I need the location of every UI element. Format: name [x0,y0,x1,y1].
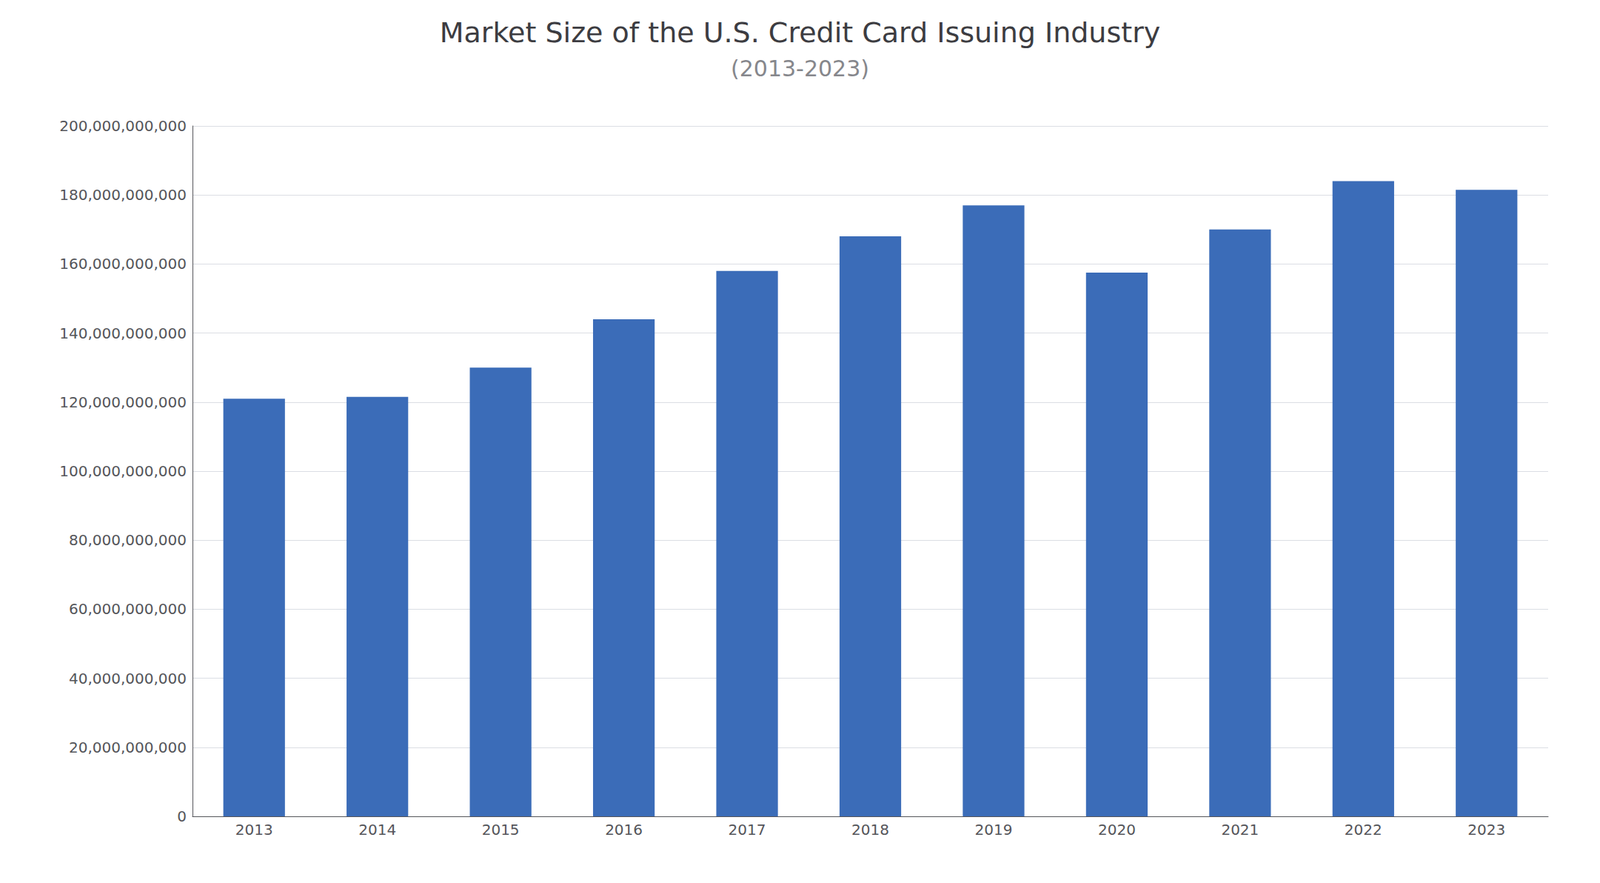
svg-text:2014: 2014 [358,820,397,839]
svg-text:(2013-2023): (2013-2023) [730,55,870,82]
svg-text:2013: 2013 [235,820,274,839]
svg-text:2018: 2018 [851,820,890,839]
svg-text:2019: 2019 [975,820,1013,839]
svg-text:2021: 2021 [1220,820,1259,839]
svg-text:2015: 2015 [481,820,520,839]
svg-text:100,000,000,000: 100,000,000,000 [59,462,187,480]
svg-text:200,000,000,000: 200,000,000,000 [59,116,187,135]
svg-text:20,000,000,000: 20,000,000,000 [68,738,187,756]
svg-text:140,000,000,000: 140,000,000,000 [59,324,187,343]
svg-text:2020: 2020 [1098,820,1136,839]
svg-text:0: 0 [176,807,187,825]
svg-text:120,000,000,000: 120,000,000,000 [59,393,187,411]
svg-text:2016: 2016 [604,820,643,839]
svg-text:160,000,000,000: 160,000,000,000 [59,254,187,273]
svg-text:Market Size of the U.S. Credit: Market Size of the U.S. Credit Card Issu… [439,16,1161,49]
svg-text:80,000,000,000: 80,000,000,000 [68,530,187,549]
svg-text:2022: 2022 [1344,820,1383,839]
svg-text:2017: 2017 [728,820,767,839]
svg-text:2023: 2023 [1467,820,1506,839]
svg-text:180,000,000,000: 180,000,000,000 [59,185,187,204]
svg-text:60,000,000,000: 60,000,000,000 [68,599,187,618]
svg-text:40,000,000,000: 40,000,000,000 [68,669,187,688]
